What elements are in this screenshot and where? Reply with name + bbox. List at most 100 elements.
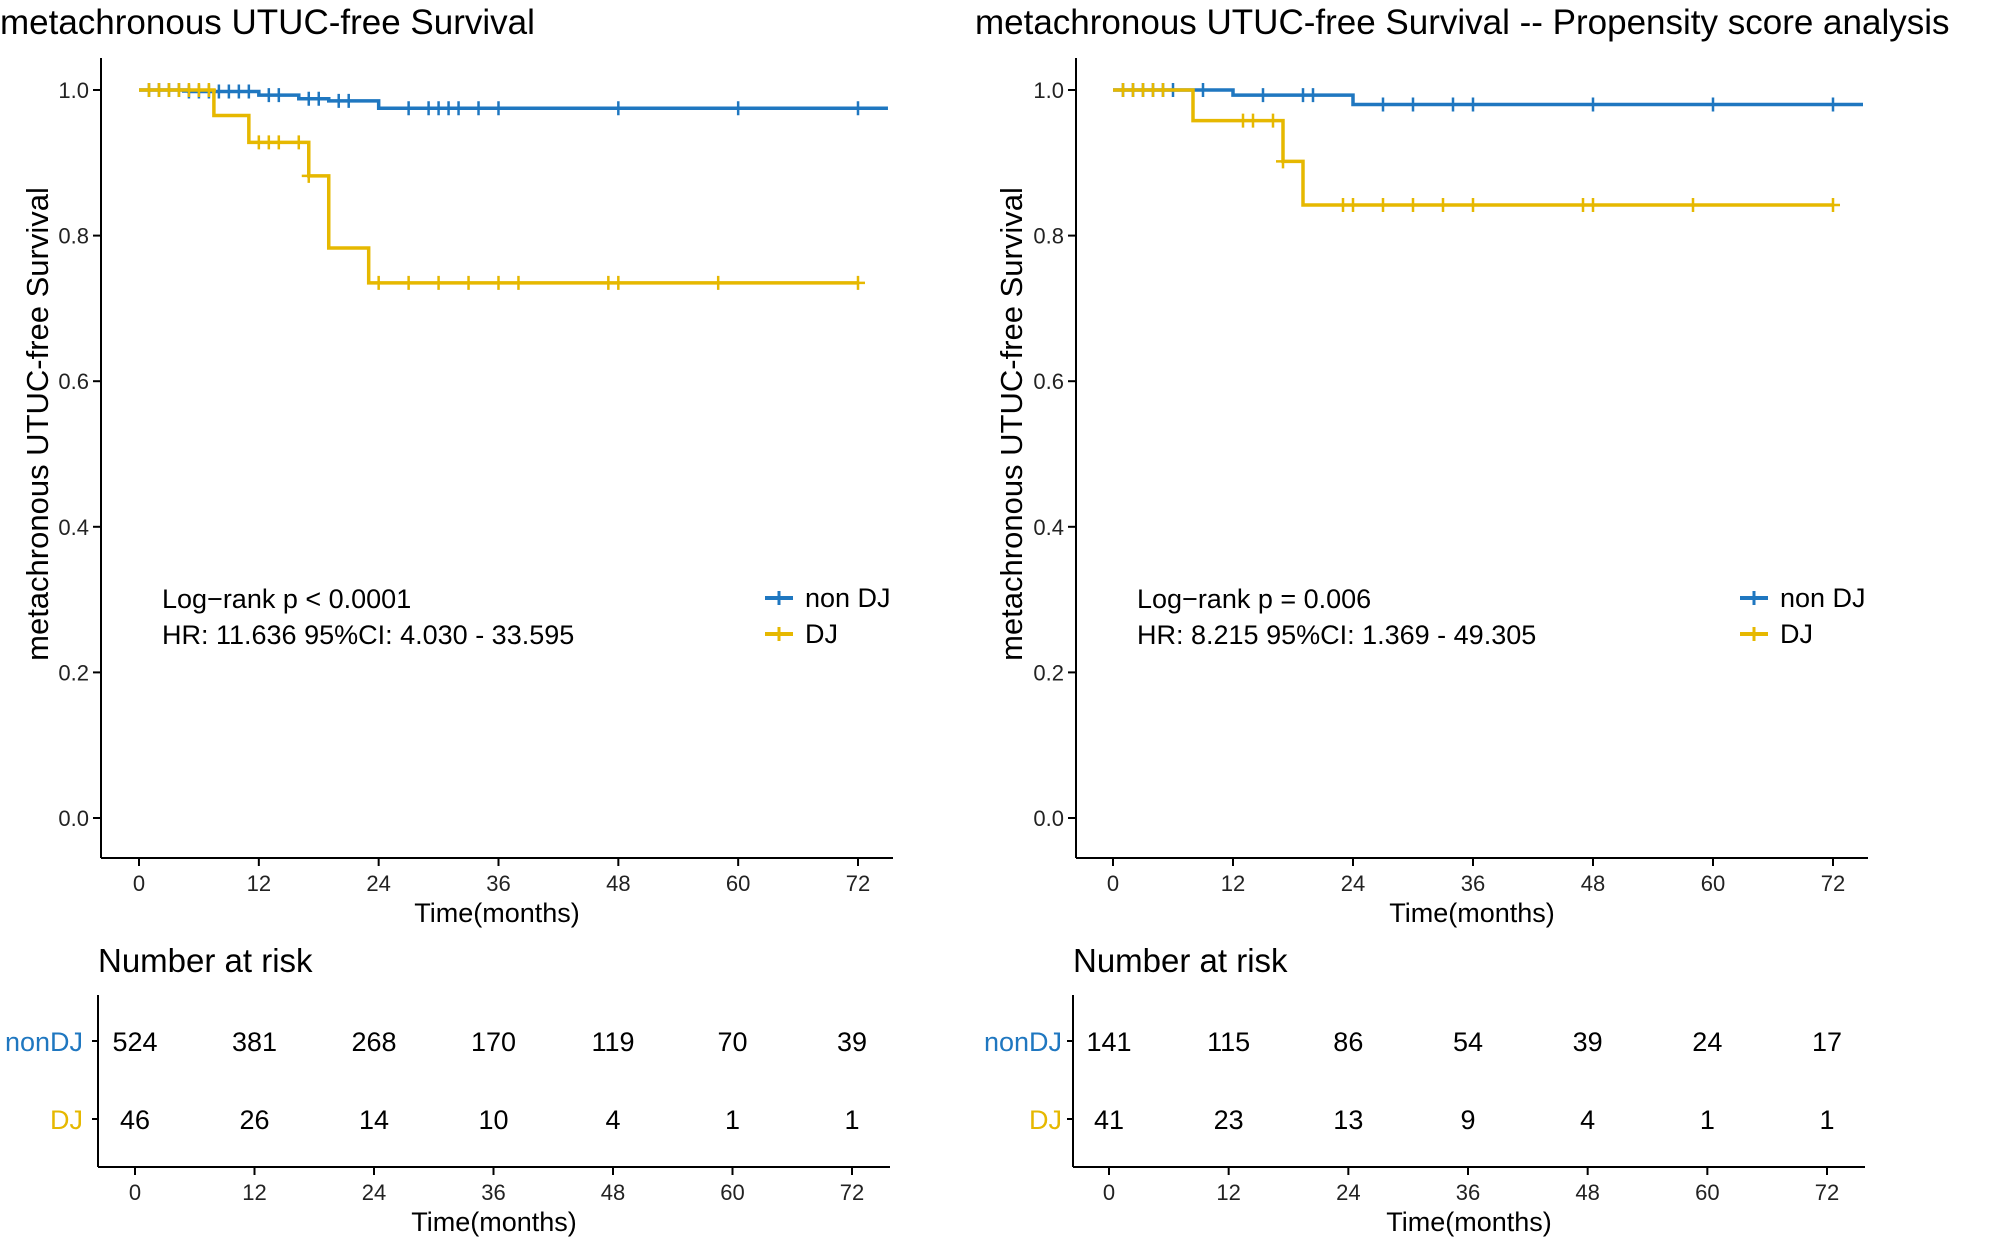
legend-label: DJ <box>805 619 838 649</box>
legend-label: non DJ <box>805 583 891 613</box>
legend-label: non DJ <box>1780 583 1866 613</box>
legend-label: DJ <box>1780 619 1813 649</box>
censor-mark <box>201 83 216 97</box>
survival-curve-dj <box>139 88 858 285</box>
x-tick-label: 24 <box>1341 871 1365 896</box>
annotation-text: HR: 8.215 95%CI: 1.369 - 49.305 <box>1137 620 1536 650</box>
risk-x-tick-label: 60 <box>720 1180 744 1205</box>
censor-mark <box>1436 198 1450 213</box>
y-tick-label: 0.6 <box>58 369 89 394</box>
censor-mark <box>611 101 626 116</box>
risk-table-cell: 46 <box>120 1105 150 1135</box>
censor-mark <box>341 93 356 108</box>
censor-mark <box>1266 113 1280 128</box>
risk-x-tick-label: 24 <box>1336 1180 1360 1205</box>
risk-table-cell: 268 <box>351 1027 396 1057</box>
censor-mark <box>1586 198 1600 213</box>
censor-mark <box>491 101 506 116</box>
censor-mark <box>401 275 416 290</box>
risk-table-cell: 23 <box>1214 1105 1244 1135</box>
censor-mark <box>1246 113 1260 128</box>
x-tick-label: 0 <box>1107 871 1119 896</box>
risk-row-label: DJ <box>1029 1105 1062 1135</box>
x-tick-label: 24 <box>366 871 390 896</box>
censor-mark <box>1706 97 1720 112</box>
risk-x-axis-label: Time(months) <box>1386 1207 1552 1237</box>
risk-row-label: nonDJ <box>984 1027 1062 1057</box>
y-axis-label: metachronous UTUC-free Survival <box>20 187 55 661</box>
censor-mark <box>1826 198 1840 213</box>
x-tick-label: 12 <box>1221 871 1245 896</box>
censor-mark <box>461 275 476 290</box>
x-tick-label: 72 <box>846 871 870 896</box>
censor-mark <box>731 101 746 116</box>
censor-mark <box>1466 97 1480 112</box>
x-axis-label: Time(months) <box>1389 898 1555 928</box>
censor-mark <box>311 91 326 106</box>
y-tick-label: 0.0 <box>1033 806 1064 831</box>
chart-title: metachronous UTUC-free Survival <box>0 3 535 42</box>
censor-mark <box>1256 88 1270 103</box>
risk-table-title: Number at risk <box>98 942 313 979</box>
risk-table-cell: 70 <box>717 1027 747 1057</box>
x-tick-label: 36 <box>1461 871 1485 896</box>
x-tick-label: 60 <box>1701 871 1725 896</box>
censor-mark <box>1406 97 1420 112</box>
risk-x-tick-label: 12 <box>1216 1180 1240 1205</box>
y-tick-label: 1.0 <box>58 78 89 103</box>
censor-mark <box>401 101 416 116</box>
risk-x-tick-label: 48 <box>601 1180 625 1205</box>
censor-mark <box>271 135 286 150</box>
risk-table-cell: 141 <box>1086 1027 1131 1057</box>
risk-x-tick-label: 12 <box>242 1180 266 1205</box>
risk-table-cell: 14 <box>359 1105 389 1135</box>
censor-mark <box>851 275 865 290</box>
risk-table-cell: 39 <box>1573 1027 1603 1057</box>
censor-mark <box>291 135 306 150</box>
y-tick-label: 1.0 <box>1033 78 1064 103</box>
censor-mark <box>1306 88 1320 103</box>
risk-table-cell: 54 <box>1453 1027 1483 1057</box>
censor-mark <box>1446 97 1460 112</box>
y-tick-label: 0.2 <box>58 660 89 685</box>
risk-table-cell: 4 <box>605 1105 620 1135</box>
censor-mark <box>1686 198 1700 213</box>
survival-curve-non-dj <box>1113 88 1863 107</box>
risk-table-cell: 170 <box>471 1027 516 1057</box>
risk-row-label: DJ <box>50 1105 83 1135</box>
y-tick-label: 0.4 <box>58 515 89 540</box>
x-tick-label: 12 <box>247 871 271 896</box>
censor-mark <box>1276 154 1290 169</box>
annotation-text: Log−rank p = 0.006 <box>1137 584 1371 614</box>
censor-mark <box>491 275 506 290</box>
risk-x-tick-label: 48 <box>1575 1180 1599 1205</box>
censor-mark <box>1826 97 1840 112</box>
censor-mark <box>371 275 386 290</box>
risk-x-axis-label: Time(months) <box>411 1207 577 1237</box>
censor-mark <box>1466 198 1480 213</box>
risk-table-cell: 26 <box>239 1105 269 1135</box>
risk-x-tick-label: 0 <box>1103 1180 1115 1205</box>
censor-mark <box>851 101 865 116</box>
x-tick-label: 36 <box>486 871 510 896</box>
risk-table-title: Number at risk <box>1073 942 1288 979</box>
y-tick-label: 0.2 <box>1033 660 1064 685</box>
x-tick-label: 72 <box>1821 871 1845 896</box>
censor-mark <box>1196 83 1210 97</box>
risk-table-cell: 24 <box>1692 1027 1722 1057</box>
risk-table-cell: 1 <box>844 1105 859 1135</box>
risk-x-tick-label: 24 <box>362 1180 386 1205</box>
y-tick-label: 0.4 <box>1033 515 1064 540</box>
risk-table-cell: 381 <box>232 1027 277 1057</box>
censor-mark <box>1376 97 1390 112</box>
risk-row-label: nonDJ <box>5 1027 83 1057</box>
censor-mark <box>241 84 256 99</box>
censor-mark <box>431 275 446 290</box>
risk-x-tick-label: 0 <box>129 1180 141 1205</box>
censor-mark <box>511 275 526 290</box>
risk-table-cell: 17 <box>1812 1027 1842 1057</box>
censor-mark <box>471 101 486 116</box>
censor-mark <box>301 168 316 183</box>
risk-table-cell: 9 <box>1460 1105 1475 1135</box>
